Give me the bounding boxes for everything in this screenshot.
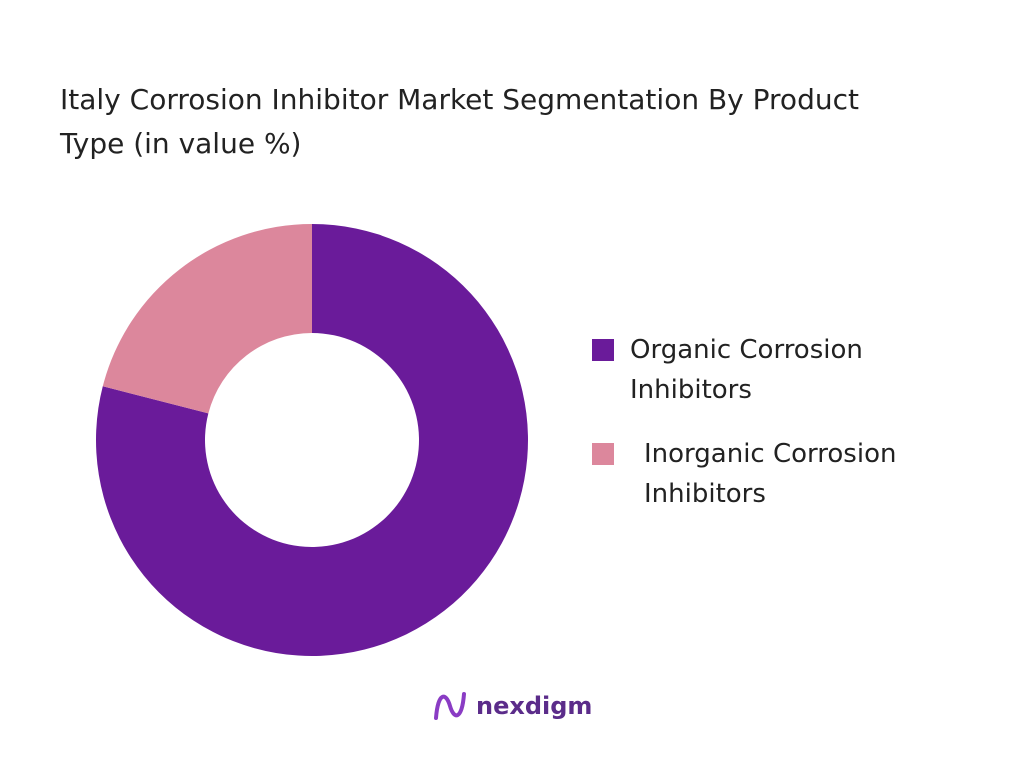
legend-item: Organic Corrosion Inhibitors: [592, 330, 972, 410]
donut-slice: [95, 224, 529, 656]
legend-label: Inorganic Corrosion Inhibitors: [644, 439, 897, 509]
chart: [95, 224, 529, 656]
legend-swatch: [592, 443, 614, 465]
brand-name: nexdigm: [476, 692, 593, 720]
legend: Organic Corrosion Inhibitors Inorganic Co…: [592, 330, 972, 538]
legend-label: Organic Corrosion Inhibitors: [630, 335, 863, 405]
brand-logo: nexdigm: [432, 688, 592, 724]
legend-item: Inorganic Corrosion Inhibitors: [592, 434, 972, 514]
chart-title: Italy Corrosion Inhibitor Market Segment…: [60, 83, 859, 160]
legend-swatch: [592, 339, 614, 361]
logo-icon: [434, 692, 466, 720]
donut-slice: [102, 224, 312, 414]
